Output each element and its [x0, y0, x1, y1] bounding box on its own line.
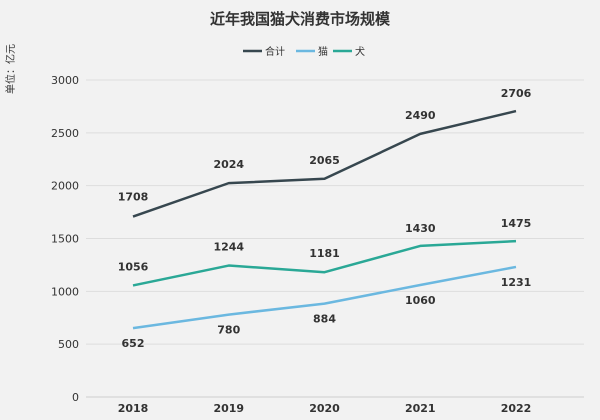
- y-tick-label: 2000: [51, 180, 79, 193]
- data-label: 1475: [501, 217, 532, 230]
- series-lines: [132, 109, 517, 330]
- y-tick-label: 1000: [51, 285, 79, 298]
- series-line: [132, 265, 517, 330]
- legend-label: 合计: [265, 45, 285, 58]
- x-tick-label: 2022: [501, 402, 532, 415]
- legend-label: 犬: [355, 45, 365, 58]
- y-tick-label: 3000: [51, 74, 79, 87]
- data-label: 1231: [501, 276, 532, 289]
- legend: 合计 猫 犬: [243, 45, 365, 58]
- x-tick-label: 2019: [213, 402, 244, 415]
- x-tick-label: 2020: [309, 402, 340, 415]
- data-label: 1056: [118, 260, 149, 273]
- y-tick-label: 500: [58, 338, 79, 351]
- data-label: 1244: [213, 241, 244, 254]
- x-axis: 2018 2019 2020 2021 2022: [118, 402, 532, 415]
- data-labels: 1708 2024 2065 2490 2706 652 780 884 1060 1231 105…: [118, 87, 532, 350]
- data-label: 2065: [309, 154, 340, 167]
- y-axis: 0 500 1000 1500 2000 2500 3000: [51, 74, 79, 404]
- y-tick-label: 1500: [51, 233, 79, 246]
- series-line: [132, 109, 517, 218]
- legend-label: 猫: [318, 45, 328, 58]
- data-label: 1708: [118, 191, 149, 204]
- data-label: 2490: [405, 109, 436, 122]
- y-axis-unit-label: 单位：亿元: [4, 44, 17, 94]
- data-label: 884: [313, 313, 336, 326]
- data-label: 1060: [405, 294, 436, 307]
- data-label: 1430: [405, 222, 436, 235]
- data-label: 2024: [213, 158, 244, 171]
- y-tick-label: 2500: [51, 127, 79, 140]
- data-label: 1181: [309, 247, 340, 260]
- data-label: 780: [217, 324, 240, 337]
- y-tick-label: 0: [72, 391, 79, 404]
- gridlines: [86, 79, 584, 398]
- x-tick-label: 2021: [405, 402, 436, 415]
- data-label: 652: [122, 337, 145, 350]
- data-label: 2706: [501, 87, 532, 100]
- x-tick-label: 2018: [118, 402, 149, 415]
- chart-title: 近年我国猫犬消费市场规模: [210, 10, 391, 28]
- series-line: [132, 239, 517, 287]
